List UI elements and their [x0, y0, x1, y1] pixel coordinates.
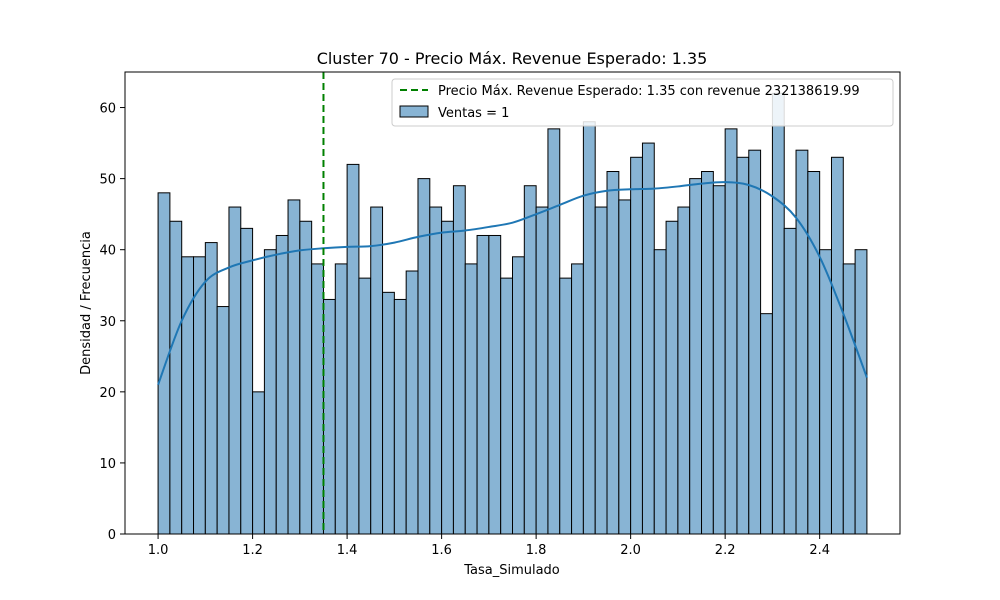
histogram-bar	[653, 249, 667, 535]
histogram-bar	[393, 298, 407, 535]
histogram-bar	[252, 391, 265, 535]
histogram-bar	[488, 234, 502, 535]
histogram-bar	[630, 156, 643, 535]
histogram-bar	[512, 256, 525, 535]
x-tick-label: 1.4	[337, 543, 358, 558]
histogram-bar	[594, 206, 608, 535]
plot-frame	[124, 71, 901, 535]
histogram-bar	[523, 185, 537, 535]
histogram-bar	[204, 242, 218, 535]
histogram-bar	[618, 199, 632, 535]
histogram-bar	[263, 249, 277, 535]
x-tick-label: 1.8	[526, 543, 547, 558]
y-tick-label: 50	[99, 173, 116, 188]
histogram-bar	[500, 277, 513, 535]
histogram-bar	[358, 277, 372, 535]
histogram-bar	[228, 206, 242, 535]
x-tick-label: 2.0	[620, 543, 641, 558]
histogram-bar	[771, 92, 785, 535]
histogram-bar	[724, 128, 738, 535]
y-tick-label: 0	[108, 528, 116, 543]
histogram-bar	[334, 263, 348, 535]
y-tick-label: 20	[99, 386, 116, 401]
x-axis-label: Tasa_Simulado	[463, 563, 560, 578]
histogram-bar	[606, 171, 620, 535]
histogram-bar	[405, 270, 419, 535]
histogram-bar	[476, 234, 490, 535]
x-tick-label: 2.2	[715, 543, 736, 558]
histogram-bar	[677, 206, 691, 535]
chart-title: Cluster 70 - Precio Máx. Revenue Esperad…	[317, 49, 708, 68]
histogram-bar	[795, 149, 809, 535]
legend-bar-swatch	[399, 105, 429, 118]
histogram-bar	[689, 178, 703, 535]
histogram-bar	[346, 163, 360, 535]
histogram-bar	[464, 263, 478, 535]
histogram-bar	[819, 249, 832, 535]
histogram-bar	[807, 171, 821, 535]
histogram-bar	[311, 263, 324, 535]
histogram-bar	[783, 227, 797, 535]
histogram-bars	[157, 92, 868, 535]
y-tick-label: 10	[99, 457, 116, 472]
y-tick-label: 60	[99, 102, 116, 117]
histogram-bar	[299, 220, 313, 535]
histogram-bar	[571, 263, 584, 535]
x-axis: 1.0 1.2 1.4 1.6 1.8 2.0 2.2 2.4	[148, 534, 830, 558]
histogram-bar	[547, 128, 561, 535]
y-tick-label: 30	[99, 315, 116, 330]
histogram-bar	[441, 220, 454, 535]
histogram-bar	[240, 227, 254, 535]
histogram-bar	[322, 298, 336, 535]
x-tick-label: 1.2	[242, 543, 263, 558]
legend-series-label: Ventas = 1	[438, 106, 509, 121]
histogram-bar	[842, 263, 856, 535]
histogram-bar	[559, 277, 573, 535]
histogram-bar	[830, 156, 844, 535]
histogram-bar	[370, 206, 384, 535]
histogram-bar	[712, 185, 726, 535]
y-axis-label: Densidad / Frecuencia	[79, 231, 94, 375]
histogram-bar	[760, 313, 773, 535]
histogram-bar	[452, 185, 466, 535]
x-tick-label: 1.6	[431, 543, 452, 558]
x-tick-label: 2.4	[809, 543, 830, 558]
legend: Precio Máx. Revenue Esperado: 1.35 con r…	[391, 78, 894, 127]
histogram-bar	[382, 291, 395, 535]
histogram-bar	[535, 206, 549, 535]
histogram-bar	[275, 234, 289, 535]
histogram-bar	[701, 171, 714, 535]
histogram-bar	[665, 220, 679, 535]
histogram-bar	[181, 256, 195, 535]
y-tick-label: 40	[99, 244, 116, 259]
histogram-bar	[748, 149, 762, 535]
histogram-bar	[216, 306, 230, 535]
histogram-bar	[736, 156, 750, 535]
histogram-bar	[193, 256, 206, 535]
histogram-bar	[582, 121, 596, 535]
legend-vline-label: Precio Máx. Revenue Esperado: 1.35 con r…	[438, 84, 860, 99]
kde-line	[157, 181, 868, 386]
legend-box	[391, 78, 894, 127]
histogram-bar	[157, 192, 171, 535]
histogram-bar	[169, 220, 183, 535]
x-tick-label: 1.0	[148, 543, 169, 558]
y-axis: 0 10 20 30 40 50 60	[99, 102, 125, 543]
histogram-bar	[854, 249, 868, 535]
histogram-bar	[429, 206, 443, 535]
histogram-bar	[417, 178, 431, 535]
histogram-bar	[641, 142, 655, 535]
